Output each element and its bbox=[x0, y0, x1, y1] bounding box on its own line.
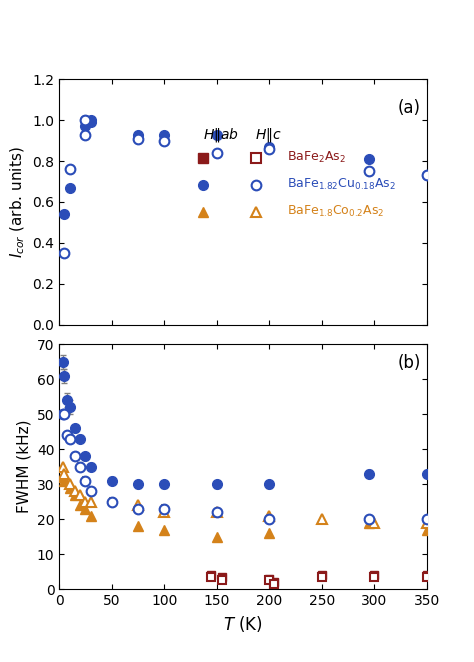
Text: $H$$\|$$ab$: $H$$\|$$ab$ bbox=[203, 126, 239, 144]
Y-axis label: FWHM (kHz): FWHM (kHz) bbox=[16, 420, 31, 514]
Text: BaFe$_2$As$_2$: BaFe$_2$As$_2$ bbox=[287, 150, 346, 166]
Text: BaFe$_{1.82}$Cu$_{0.18}$As$_2$: BaFe$_{1.82}$Cu$_{0.18}$As$_2$ bbox=[287, 177, 396, 193]
Text: $H$$\|$$c$: $H$$\|$$c$ bbox=[255, 126, 282, 144]
Text: (b): (b) bbox=[397, 354, 420, 372]
Text: BaFe$_{1.8}$Co$_{0.2}$As$_2$: BaFe$_{1.8}$Co$_{0.2}$As$_2$ bbox=[287, 204, 384, 219]
Text: (a): (a) bbox=[397, 99, 420, 117]
Y-axis label: $I_{cor}$ (arb. units): $I_{cor}$ (arb. units) bbox=[9, 146, 27, 258]
X-axis label: $T$ (K): $T$ (K) bbox=[223, 614, 263, 634]
